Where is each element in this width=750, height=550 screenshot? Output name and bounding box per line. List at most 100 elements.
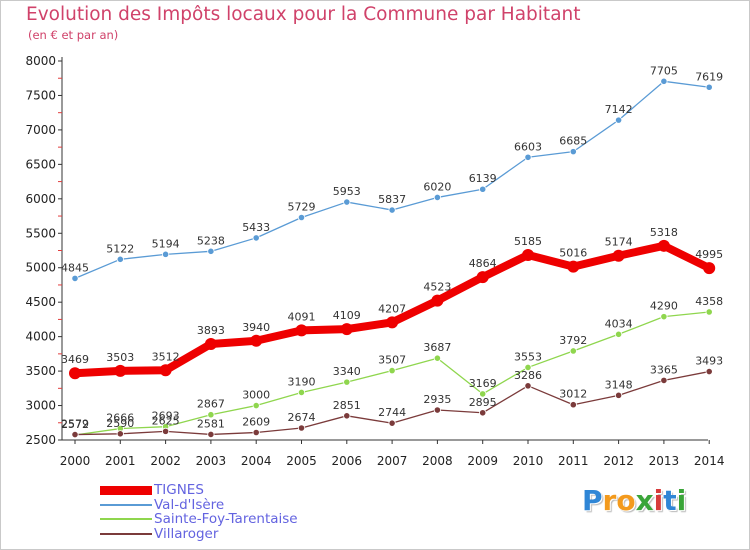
chart-subtitle: (en € et par an) — [28, 28, 119, 42]
legend-swatch — [100, 518, 152, 520]
data-point-val-d-is-re — [388, 206, 396, 214]
data-label-villaroger: 2609 — [242, 415, 270, 428]
data-label-villaroger: 2674 — [288, 411, 316, 424]
data-label-val-d-is-re: 7705 — [650, 64, 678, 77]
x-tick-label: 2009 — [467, 454, 498, 468]
legend-swatch — [100, 503, 152, 506]
data-label-villaroger: 3012 — [559, 388, 587, 401]
data-label-val-d-is-re: 6603 — [514, 140, 542, 153]
y-tick-label: 8000 — [25, 54, 56, 68]
data-label-villaroger: 3286 — [514, 369, 542, 382]
data-point-villaroger — [162, 427, 170, 435]
data-point-tignes — [340, 323, 353, 336]
data-point-val-d-is-re — [162, 250, 170, 258]
legend-label: Villaroger — [154, 525, 219, 542]
data-point-villaroger — [524, 382, 532, 390]
data-point-villaroger — [343, 412, 351, 420]
y-tick-label: 5500 — [25, 226, 56, 240]
data-point-villaroger — [207, 430, 215, 439]
data-point-sainte-foy-tarentaise — [388, 367, 396, 375]
data-label-sainte-foy-tarentaise: 2666 — [106, 412, 134, 425]
data-label-villaroger: 2590 — [106, 417, 134, 430]
data-label-villaroger: 3148 — [605, 378, 633, 391]
data-point-villaroger — [116, 430, 124, 438]
x-tick-label: 2007 — [377, 454, 408, 468]
data-label-tignes: 4995 — [695, 248, 723, 261]
y-tick-label: 4000 — [25, 330, 56, 344]
data-label-tignes: 5318 — [650, 226, 678, 239]
x-tick-label: 2013 — [649, 454, 680, 468]
data-label-sainte-foy-tarentaise: 3190 — [288, 375, 316, 388]
x-tick-label: 2012 — [603, 454, 634, 468]
x-tick-label: 2000 — [60, 454, 91, 468]
data-point-sainte-foy-tarentaise — [705, 308, 713, 316]
data-label-sainte-foy-tarentaise: 3553 — [514, 350, 542, 363]
data-point-villaroger — [614, 391, 623, 399]
y-tick-label: 4500 — [25, 295, 56, 309]
data-point-tignes — [114, 364, 127, 377]
y-tick-label: 3500 — [25, 364, 56, 378]
data-label-tignes: 5174 — [605, 236, 633, 249]
data-label-val-d-is-re: 7619 — [695, 70, 723, 83]
data-point-villaroger — [388, 419, 396, 427]
data-label-tignes: 3512 — [152, 350, 180, 363]
y-tick-label: 5000 — [25, 261, 56, 275]
logo-letter: i — [676, 484, 687, 517]
data-label-tignes: 4091 — [288, 310, 316, 323]
data-label-villaroger: 2935 — [423, 393, 451, 406]
data-point-sainte-foy-tarentaise — [433, 354, 441, 362]
data-point-val-d-is-re — [524, 153, 532, 161]
legend-swatch — [100, 485, 152, 495]
data-label-villaroger: 2744 — [378, 406, 406, 419]
data-label-sainte-foy-tarentaise: 3169 — [469, 377, 497, 390]
data-label-sainte-foy-tarentaise: 2693 — [152, 410, 180, 423]
y-tick-label: 3000 — [25, 399, 56, 413]
data-label-villaroger: 2895 — [469, 396, 497, 409]
data-label-sainte-foy-tarentaise: 3507 — [378, 354, 406, 367]
y-tick-label: 6500 — [25, 157, 56, 171]
data-label-tignes: 5185 — [514, 235, 542, 248]
data-label-villaroger: 2625 — [152, 414, 180, 427]
x-tick-label: 2014 — [694, 454, 725, 468]
data-point-tignes — [657, 239, 670, 252]
data-point-villaroger — [479, 409, 487, 417]
data-point-sainte-foy-tarentaise — [569, 347, 577, 355]
data-label-sainte-foy-tarentaise: 4034 — [605, 317, 633, 330]
data-point-val-d-is-re — [343, 198, 351, 206]
data-label-villaroger: 3365 — [650, 363, 678, 376]
data-point-val-d-is-re — [207, 247, 215, 255]
data-point-sainte-foy-tarentaise — [252, 401, 260, 410]
data-label-sainte-foy-tarentaise: 4290 — [650, 300, 678, 313]
legend-label: Val-d'Isère — [154, 496, 225, 513]
data-point-tignes — [612, 249, 625, 262]
data-label-val-d-is-re: 6139 — [469, 172, 497, 185]
data-label-sainte-foy-tarentaise: 3000 — [242, 389, 270, 402]
data-point-sainte-foy-tarentaise — [660, 313, 668, 321]
data-label-val-d-is-re: 6020 — [423, 180, 451, 193]
logo-letter: r — [602, 484, 617, 517]
data-point-tignes — [522, 248, 534, 261]
x-tick-label: 2008 — [422, 454, 453, 468]
data-point-sainte-foy-tarentaise — [479, 390, 487, 398]
data-label-val-d-is-re: 5238 — [197, 234, 225, 247]
data-label-tignes: 3940 — [242, 321, 270, 334]
x-tick-label: 2003 — [196, 454, 227, 468]
data-point-sainte-foy-tarentaise — [343, 378, 351, 386]
proxiti-logo: Proxiti — [582, 484, 686, 517]
data-label-villaroger: 3493 — [695, 355, 723, 368]
data-label-val-d-is-re: 6685 — [559, 135, 587, 148]
data-label-tignes: 3503 — [106, 351, 134, 364]
data-label-tignes: 4523 — [423, 281, 451, 294]
y-tick-label: 7000 — [25, 123, 56, 137]
data-label-val-d-is-re: 7142 — [605, 103, 633, 116]
data-label-val-d-is-re: 4845 — [61, 261, 89, 274]
data-point-val-d-is-re — [479, 185, 487, 193]
data-label-sainte-foy-tarentaise: 3340 — [333, 365, 361, 378]
logo-letter: x — [635, 484, 654, 517]
data-point-tignes — [159, 364, 172, 377]
legend-label: TIGNES — [154, 482, 204, 498]
data-point-val-d-is-re — [569, 148, 577, 156]
data-point-tignes — [703, 262, 716, 275]
data-point-sainte-foy-tarentaise — [614, 330, 623, 338]
